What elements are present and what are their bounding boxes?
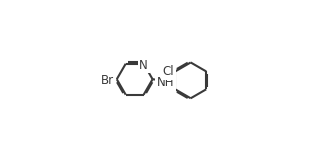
Text: Cl: Cl — [162, 65, 174, 78]
Text: Br: Br — [101, 74, 114, 87]
Text: N: N — [139, 59, 148, 72]
Text: NH: NH — [157, 76, 175, 89]
